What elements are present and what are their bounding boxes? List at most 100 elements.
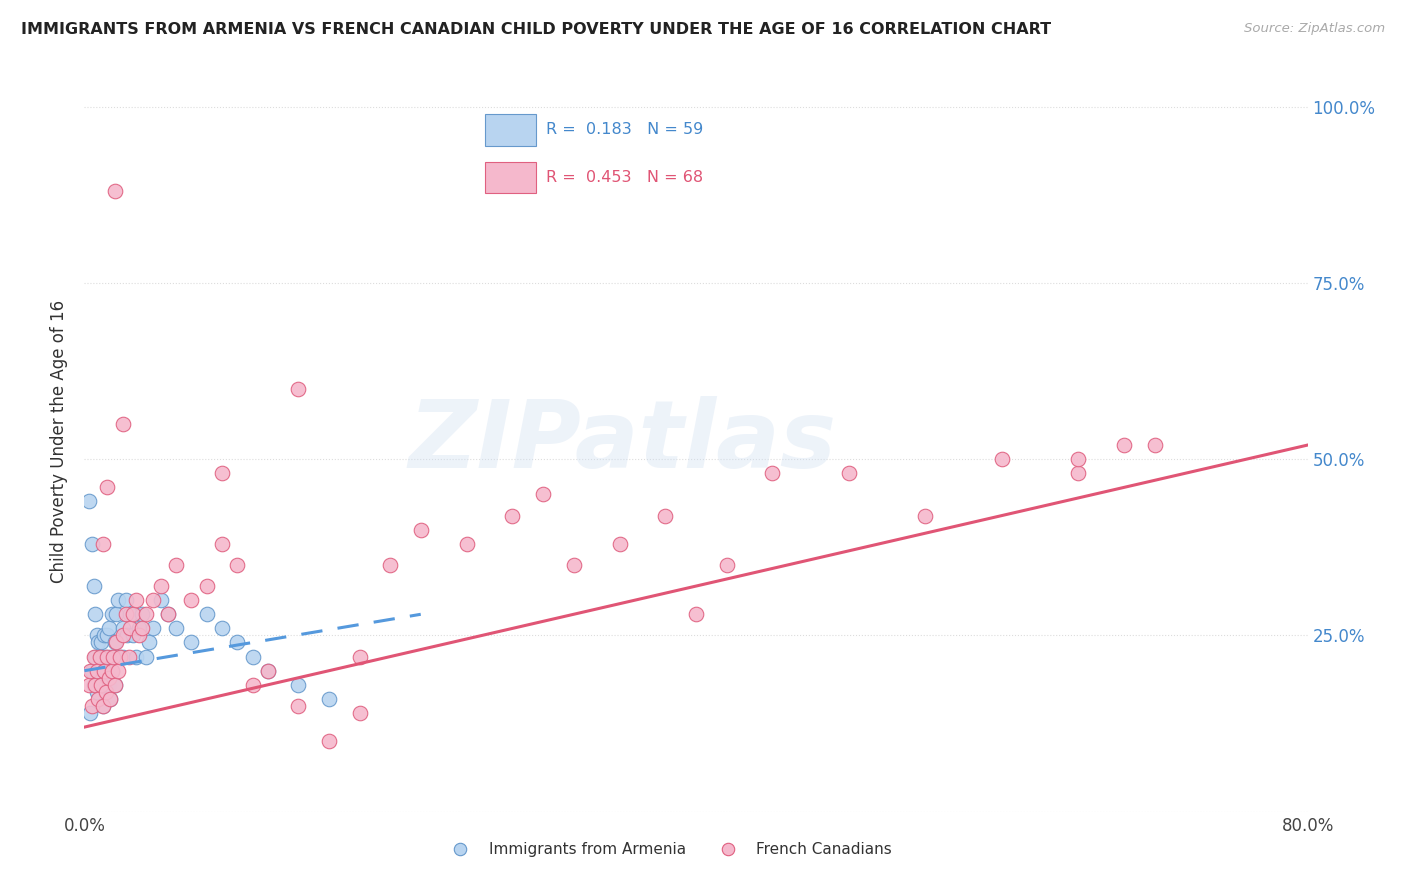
- Point: [149, 593, 172, 607]
- Point: [761, 467, 783, 481]
- Point: [87, 635, 110, 649]
- Point: [90, 635, 112, 649]
- Point: [87, 692, 110, 706]
- Point: [142, 621, 165, 635]
- Point: [125, 593, 148, 607]
- Point: [562, 558, 585, 572]
- Point: [103, 649, 125, 664]
- Point: [111, 628, 134, 642]
- Point: [211, 621, 233, 635]
- Point: [94, 685, 117, 699]
- Point: [103, 649, 125, 664]
- Point: [114, 593, 136, 607]
- Point: [122, 607, 145, 622]
- Point: [96, 628, 118, 642]
- Point: [108, 649, 131, 664]
- Point: [107, 664, 129, 678]
- Point: [77, 678, 100, 692]
- Point: [89, 678, 111, 692]
- Point: [86, 628, 108, 642]
- Point: [716, 558, 738, 572]
- Point: [104, 678, 127, 692]
- Point: [96, 480, 118, 494]
- Point: [101, 664, 124, 678]
- Point: [131, 621, 153, 635]
- Point: [1067, 467, 1090, 481]
- Point: [242, 678, 264, 692]
- Point: [104, 635, 127, 649]
- Point: [97, 678, 120, 692]
- Point: [135, 649, 157, 664]
- Point: [717, 842, 740, 856]
- Point: [84, 678, 107, 692]
- Point: [94, 649, 117, 664]
- Point: [86, 664, 108, 678]
- Point: [318, 734, 340, 748]
- Point: [838, 467, 860, 481]
- Point: [149, 579, 172, 593]
- Point: [287, 382, 309, 396]
- Point: [195, 607, 218, 622]
- Point: [287, 698, 309, 713]
- Point: [257, 664, 280, 678]
- Point: [91, 537, 114, 551]
- Point: [157, 607, 180, 622]
- Point: [93, 664, 115, 678]
- Point: [101, 664, 124, 678]
- Point: [84, 607, 107, 622]
- Point: [93, 628, 115, 642]
- Point: [211, 467, 233, 481]
- Text: IMMIGRANTS FROM ARMENIA VS FRENCH CANADIAN CHILD POVERTY UNDER THE AGE OF 16 COR: IMMIGRANTS FROM ARMENIA VS FRENCH CANADI…: [21, 22, 1052, 37]
- Point: [991, 452, 1014, 467]
- Point: [105, 607, 128, 622]
- Point: [98, 649, 121, 664]
- Point: [1067, 452, 1090, 467]
- Point: [120, 621, 142, 635]
- Point: [409, 523, 432, 537]
- Point: [128, 628, 150, 642]
- Point: [94, 678, 117, 692]
- Point: [180, 593, 202, 607]
- Point: [79, 706, 101, 720]
- Point: [226, 635, 249, 649]
- Point: [80, 664, 103, 678]
- Point: [98, 692, 121, 706]
- Point: [91, 649, 114, 664]
- Point: [502, 508, 524, 523]
- Point: [125, 649, 148, 664]
- Point: [287, 678, 309, 692]
- Point: [114, 607, 136, 622]
- Point: [380, 558, 402, 572]
- Point: [257, 664, 280, 678]
- Point: [131, 607, 153, 622]
- Point: [97, 671, 120, 685]
- Point: [79, 664, 101, 678]
- Point: [142, 593, 165, 607]
- Point: [90, 678, 112, 692]
- Point: [80, 537, 103, 551]
- Point: [349, 706, 371, 720]
- Point: [685, 607, 707, 622]
- Point: [654, 508, 676, 523]
- Point: [450, 842, 472, 856]
- Point: [180, 635, 202, 649]
- Point: [96, 664, 118, 678]
- Text: Immigrants from Armenia: Immigrants from Armenia: [489, 842, 686, 856]
- Point: [211, 537, 233, 551]
- Point: [914, 508, 936, 523]
- Point: [101, 607, 124, 622]
- Point: [89, 649, 111, 664]
- Point: [80, 698, 103, 713]
- Point: [165, 558, 187, 572]
- Point: [108, 649, 131, 664]
- Point: [97, 621, 120, 635]
- Point: [115, 628, 138, 642]
- Point: [157, 607, 180, 622]
- Point: [93, 664, 115, 678]
- Text: French Canadians: French Canadians: [756, 842, 893, 856]
- Point: [87, 664, 110, 678]
- Point: [1114, 438, 1136, 452]
- Point: [90, 671, 112, 685]
- Point: [531, 487, 554, 501]
- Point: [89, 649, 111, 664]
